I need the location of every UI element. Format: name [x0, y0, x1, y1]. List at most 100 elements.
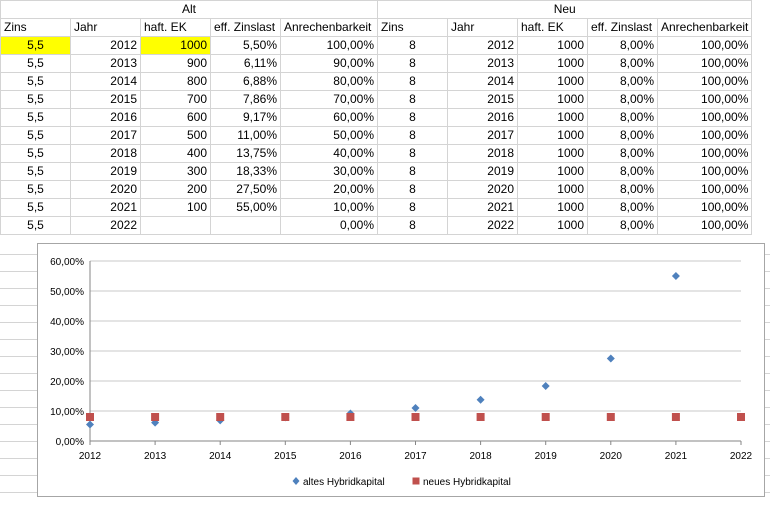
table-cell[interactable]: 8: [377, 180, 448, 199]
table-cell[interactable]: 100,00%: [656, 54, 753, 73]
column-header[interactable]: Jahr: [447, 18, 518, 37]
table-cell[interactable]: 2021: [447, 198, 518, 217]
table-cell[interactable]: 10,00%: [280, 198, 378, 217]
table-cell[interactable]: 2017: [447, 126, 518, 145]
table-cell[interactable]: 2019: [447, 162, 518, 181]
table-cell[interactable]: 8,00%: [587, 54, 658, 73]
table-cell[interactable]: 11,00%: [210, 126, 281, 145]
table-cell[interactable]: 100,00%: [656, 36, 753, 55]
table-cell[interactable]: 5,5: [0, 72, 71, 91]
table-cell[interactable]: 1000: [517, 90, 588, 109]
table-cell[interactable]: 2017: [70, 126, 141, 145]
column-header[interactable]: haft. EK: [517, 18, 588, 37]
table-cell[interactable]: 100,00%: [656, 198, 753, 217]
table-cell[interactable]: 5,5: [0, 54, 71, 73]
table-cell[interactable]: 100: [140, 198, 211, 217]
table-cell[interactable]: 5,50%: [210, 36, 281, 55]
table-cell[interactable]: 60,00%: [280, 108, 378, 127]
table-cell[interactable]: 40,00%: [280, 144, 378, 163]
table-cell[interactable]: 5,5: [0, 162, 71, 181]
table-cell[interactable]: 100,00%: [656, 144, 753, 163]
table-cell[interactable]: 500: [140, 126, 211, 145]
table-cell[interactable]: 8,00%: [587, 72, 658, 91]
table-cell[interactable]: 8,00%: [587, 126, 658, 145]
table-cell[interactable]: 8: [377, 126, 448, 145]
table-cell[interactable]: 5,5: [0, 180, 71, 199]
table-cell[interactable]: 9,17%: [210, 108, 281, 127]
table-cell[interactable]: 5,5: [0, 36, 71, 55]
table-cell[interactable]: 7,86%: [210, 90, 281, 109]
table-cell[interactable]: 8,00%: [587, 180, 658, 199]
table-cell[interactable]: 2021: [70, 198, 141, 217]
column-header[interactable]: eff. Zinslast: [210, 18, 281, 37]
table-cell[interactable]: 2022: [70, 216, 141, 235]
table-cell[interactable]: 90,00%: [280, 54, 378, 73]
table-cell[interactable]: 8: [377, 72, 448, 91]
table-cell[interactable]: 1000: [517, 54, 588, 73]
table-cell[interactable]: 2012: [447, 36, 518, 55]
table-cell[interactable]: 8: [377, 198, 448, 217]
table-cell[interactable]: 1000: [517, 72, 588, 91]
table-cell[interactable]: 1000: [517, 162, 588, 181]
column-header[interactable]: eff. Zinslast: [587, 18, 658, 37]
table-cell[interactable]: 8,00%: [587, 108, 658, 127]
table-cell[interactable]: 300: [140, 162, 211, 181]
table-cell[interactable]: 55,00%: [210, 198, 281, 217]
table-cell[interactable]: 2022: [447, 216, 518, 235]
table-cell[interactable]: 2013: [447, 54, 518, 73]
table-cell[interactable]: 5,5: [0, 198, 71, 217]
table-cell[interactable]: 2016: [70, 108, 141, 127]
table-cell[interactable]: 30,00%: [280, 162, 378, 181]
table-cell[interactable]: 8: [377, 108, 448, 127]
table-cell[interactable]: 27,50%: [210, 180, 281, 199]
table-cell[interactable]: [140, 216, 211, 235]
table-cell[interactable]: 1000: [517, 180, 588, 199]
table-cell[interactable]: 2013: [70, 54, 141, 73]
table-cell[interactable]: 1000: [517, 126, 588, 145]
chart[interactable]: 0,00% 10,00% 20,00% 30,00% 40,00% 50,00% 60,00…: [37, 243, 765, 497]
table-cell[interactable]: 8: [377, 144, 448, 163]
table-cell[interactable]: 6,88%: [210, 72, 281, 91]
table-cell[interactable]: 100,00%: [656, 72, 753, 91]
table-cell[interactable]: 100,00%: [656, 180, 753, 199]
table-cell[interactable]: 1000: [517, 108, 588, 127]
table-cell[interactable]: 600: [140, 108, 211, 127]
table-cell[interactable]: 5,5: [0, 216, 71, 235]
column-header[interactable]: haft. EK: [140, 18, 211, 37]
table-cell[interactable]: 2019: [70, 162, 141, 181]
table-cell[interactable]: 100,00%: [280, 36, 378, 55]
table-cell[interactable]: 1000: [517, 144, 588, 163]
table-cell[interactable]: 70,00%: [280, 90, 378, 109]
column-header[interactable]: Zins: [377, 18, 448, 37]
table-cell[interactable]: 8: [377, 36, 448, 55]
table-cell[interactable]: 100,00%: [656, 126, 753, 145]
table-cell[interactable]: 800: [140, 72, 211, 91]
table-cell[interactable]: 8,00%: [587, 162, 658, 181]
table-cell[interactable]: 8: [377, 90, 448, 109]
table-cell[interactable]: 8,00%: [587, 216, 658, 235]
table-cell[interactable]: 1000: [140, 36, 211, 55]
table-cell[interactable]: 2018: [70, 144, 141, 163]
column-header[interactable]: Anrechenbarkeit: [280, 18, 378, 37]
table-cell[interactable]: 8: [377, 54, 448, 73]
table-cell[interactable]: 0,00%: [280, 216, 378, 235]
table-cell[interactable]: 8,00%: [587, 144, 658, 163]
table-cell[interactable]: 100,00%: [656, 90, 753, 109]
table-cell[interactable]: 100,00%: [656, 216, 753, 235]
table-cell[interactable]: 5,5: [0, 108, 71, 127]
table-cell[interactable]: 18,33%: [210, 162, 281, 181]
table-cell[interactable]: 5,5: [0, 144, 71, 163]
table-cell[interactable]: 700: [140, 90, 211, 109]
table-cell[interactable]: 2012: [70, 36, 141, 55]
table-cell[interactable]: 2014: [70, 72, 141, 91]
table-cell[interactable]: 13,75%: [210, 144, 281, 163]
table-cell[interactable]: 2016: [447, 108, 518, 127]
table-cell[interactable]: 5,5: [0, 90, 71, 109]
table-cell[interactable]: [210, 216, 281, 235]
table-cell[interactable]: 2020: [70, 180, 141, 199]
table-cell[interactable]: 2020: [447, 180, 518, 199]
table-cell[interactable]: 2018: [447, 144, 518, 163]
table-cell[interactable]: 2015: [447, 90, 518, 109]
table-cell[interactable]: 8,00%: [587, 90, 658, 109]
table-cell[interactable]: 2015: [70, 90, 141, 109]
